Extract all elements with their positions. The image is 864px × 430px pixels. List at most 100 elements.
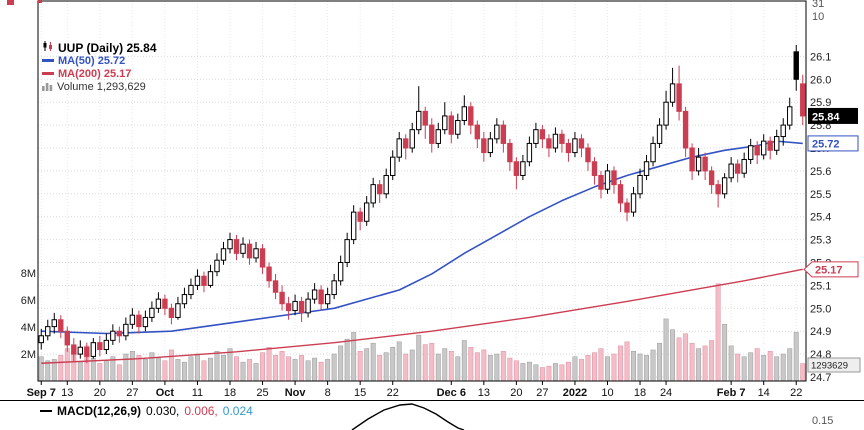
volume-bar (234, 356, 239, 382)
price-axis-label: 26.0 (810, 74, 831, 86)
candle-body (201, 275, 207, 286)
volume-bar (754, 348, 760, 382)
volume-bar (735, 353, 741, 382)
candle-body (396, 138, 402, 158)
volume-bar (325, 359, 331, 382)
date-tick-label: 15 (354, 387, 366, 399)
volume-bar (403, 353, 409, 382)
candle-body (311, 289, 318, 300)
volume-bar (409, 349, 415, 382)
candle-body (227, 239, 233, 250)
date-tick-label: 20 (94, 387, 106, 399)
volume-bar (422, 344, 428, 382)
macd-value-3: 0.024 (222, 404, 253, 418)
volume-bar (761, 355, 767, 382)
candle-body (240, 243, 246, 254)
macd-curve (351, 403, 465, 430)
candle-body (305, 298, 311, 314)
volume-bar (240, 361, 246, 382)
candle-body (507, 142, 513, 163)
candle-body (181, 294, 188, 305)
ma200-line (41, 268, 803, 364)
candle-body (721, 177, 728, 195)
candle-body (259, 248, 266, 268)
volume-bar (221, 355, 226, 382)
volume-bar (748, 352, 754, 382)
ma200-badge (803, 261, 859, 278)
last-price-badge-text: 25.84 (812, 111, 840, 123)
volume-bar (370, 342, 376, 382)
volume-bar (474, 352, 480, 382)
price-axis-label: 24.9 (810, 326, 831, 338)
volume-bar (390, 347, 396, 382)
date-tick-label: Nov (285, 387, 307, 399)
candle-body (533, 129, 539, 144)
candle-body (38, 335, 44, 344)
volume-bar (318, 361, 324, 382)
price-axis-label: 25.9 (810, 97, 831, 109)
candle-body (233, 239, 240, 254)
candle-body (513, 161, 520, 176)
volume-bar (416, 334, 422, 382)
volume-bar (155, 357, 161, 382)
cropped-axis-label: 31 (812, 0, 824, 10)
candle-body (110, 330, 116, 341)
candle-body (565, 142, 572, 154)
volume-bar (624, 341, 630, 382)
date-tick-label: 18 (224, 387, 236, 399)
date-tick-label: Dec 6 (437, 387, 466, 399)
candle-body (188, 284, 194, 296)
candle-body (624, 202, 630, 213)
candle-body (292, 300, 298, 312)
volume-bar (507, 357, 513, 382)
volume-bar (520, 363, 526, 382)
candle-body (455, 120, 461, 135)
candle-body (715, 184, 721, 195)
volume-bar (579, 359, 584, 382)
candle-body (363, 202, 370, 222)
volume-bar (58, 355, 64, 382)
volume-bar (696, 348, 702, 382)
ma50-label: MA(50) 25.72 (58, 54, 126, 67)
candle-body (780, 124, 786, 138)
candle-body (604, 170, 611, 190)
candle-body (272, 280, 279, 293)
date-tick-label: 20 (510, 387, 522, 399)
volume-bar (116, 364, 122, 382)
volume-bar (533, 364, 539, 382)
price-axis-label: 25.6 (810, 166, 831, 178)
candle-body (767, 140, 773, 151)
volume-bar (455, 356, 461, 382)
candle-body (175, 303, 181, 318)
volume-bar (175, 359, 181, 382)
cropped-marker-remnant (7, 0, 14, 5)
candle-body (155, 298, 162, 309)
ma50-line-icon (42, 59, 54, 62)
price-axis-label: 25.1 (810, 280, 831, 292)
volume-bar (715, 283, 721, 382)
volume-bar (97, 363, 103, 382)
candle-body (617, 184, 624, 204)
volume-bar (774, 356, 780, 382)
volume-bar (611, 353, 617, 382)
candle-body (357, 211, 363, 222)
candle-body (682, 110, 689, 149)
plot-border (37, 0, 807, 382)
date-tick-label: 10 (601, 387, 613, 399)
candle-body (337, 262, 344, 282)
volume-bar (149, 352, 155, 382)
candle-body (676, 83, 682, 112)
candle-body (481, 138, 487, 154)
date-tick-label: 27 (126, 387, 138, 399)
candle-body (663, 101, 669, 126)
date-tick-label: 18 (634, 387, 646, 399)
candle-body (728, 163, 734, 179)
volume-bar (396, 341, 402, 382)
candle-body (149, 307, 155, 318)
volume-bar (77, 361, 83, 382)
candle-body (214, 259, 220, 273)
candle-body (787, 106, 793, 126)
candle-body (494, 124, 500, 140)
